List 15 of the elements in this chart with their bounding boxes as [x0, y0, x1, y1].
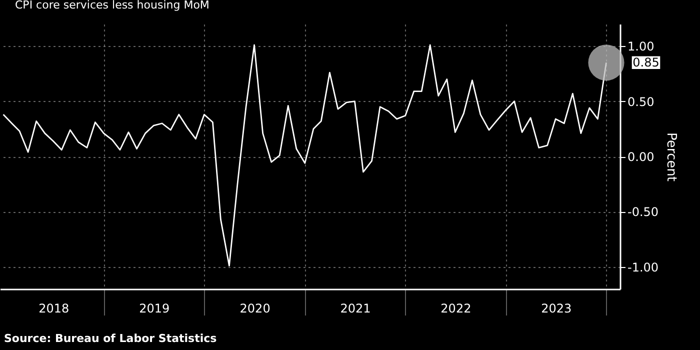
y-tick-label: -0.50 [628, 205, 659, 220]
y-tick-label: 0.50 [628, 94, 654, 109]
x-tick-label: 2022 [440, 302, 472, 316]
x-tick-label: 2018 [38, 302, 70, 316]
y-tick-label: -1.00 [628, 260, 659, 274]
source-note: Source: Bureau of Labor Statistics [4, 332, 217, 345]
x-tick-label: 2023 [541, 302, 572, 316]
text: CPI core services less housing MoM [15, 0, 210, 12]
x-tick-label: 2020 [240, 302, 270, 316]
y-tick-label: 0.00 [628, 150, 654, 164]
y-axis-title: Percent [664, 132, 679, 182]
y-tick-label: 1.00 [628, 40, 654, 54]
x-tick-label: 2019 [139, 302, 170, 316]
x-tick-label: 2021 [340, 302, 371, 316]
annotation: 0.85 [632, 56, 660, 70]
